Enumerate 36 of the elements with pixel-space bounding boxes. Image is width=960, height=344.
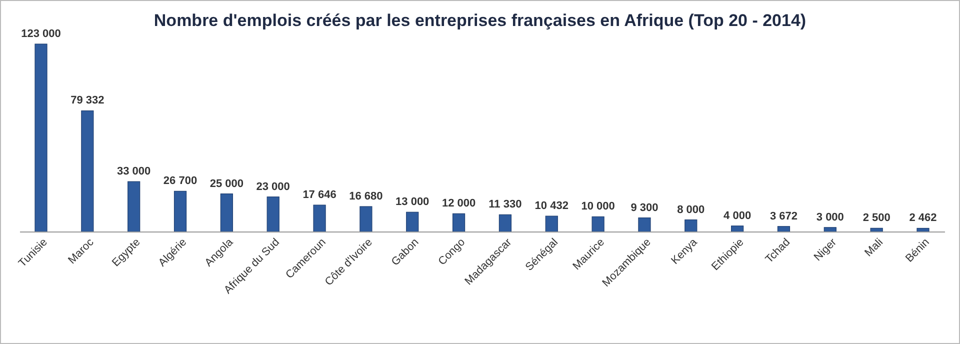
data-label: 123 000	[21, 28, 61, 40]
data-label: 2 462	[909, 212, 937, 224]
data-label: 33 000	[117, 166, 151, 178]
data-label: 3 000	[816, 211, 844, 224]
bar	[406, 212, 419, 232]
data-label: 16 680	[349, 190, 383, 203]
bar	[360, 206, 372, 232]
bar	[684, 219, 698, 232]
bar	[313, 204, 326, 232]
bar	[174, 190, 187, 232]
bar	[81, 110, 94, 232]
data-label: 25 000	[210, 178, 244, 190]
data-label: 2 500	[862, 212, 890, 224]
chart-title: Nombre d'emplois créés par les entreprises françaises en Afrique (Top 20 - 2014)	[154, 11, 806, 30]
data-label: 26 700	[163, 175, 198, 188]
bar	[128, 181, 140, 232]
bar	[452, 213, 466, 232]
data-label: 23 000	[256, 180, 290, 193]
bar	[266, 196, 280, 232]
data-label: 11 330	[488, 198, 522, 211]
bar	[220, 193, 233, 232]
data-label: 79 332	[70, 94, 104, 107]
data-label: 10 000	[581, 200, 615, 213]
bar	[592, 216, 604, 232]
data-label: 17 646	[302, 189, 336, 202]
bar	[34, 44, 48, 232]
bar	[545, 216, 558, 232]
data-label: 13 000	[396, 196, 430, 208]
data-label: 12 000	[442, 198, 476, 210]
bar	[498, 214, 512, 232]
data-label: 9 300	[630, 202, 658, 214]
data-label: 3 672	[770, 210, 798, 222]
data-label: 4 000	[724, 210, 752, 222]
data-label: 10 432	[534, 200, 568, 212]
data-label: 8 000	[677, 204, 705, 216]
bar	[638, 217, 651, 232]
